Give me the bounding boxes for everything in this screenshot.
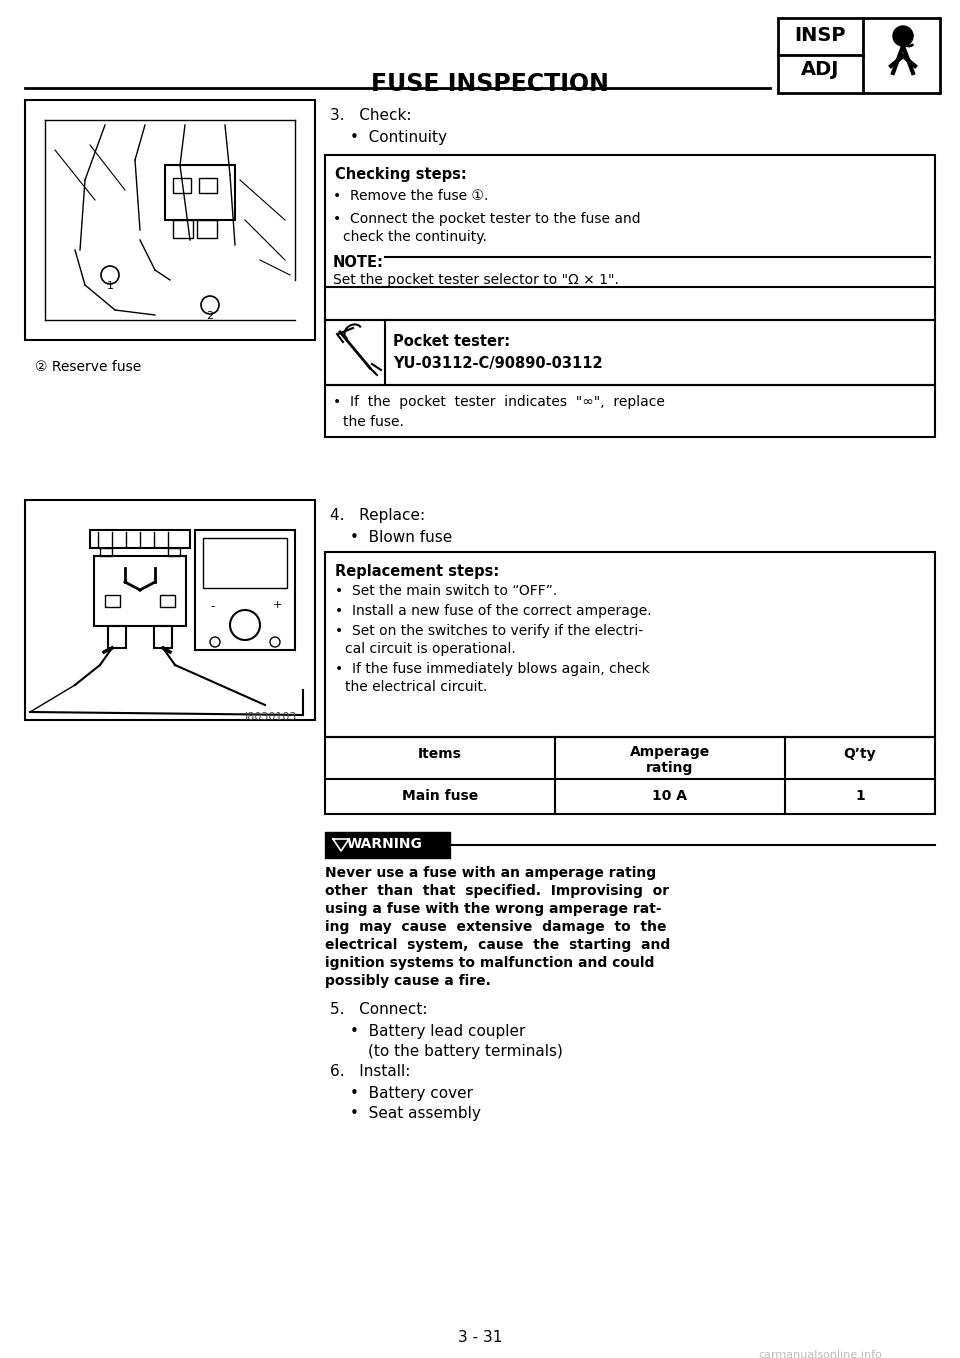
Text: •  Connect the pocket tester to the fuse and: • Connect the pocket tester to the fuse … <box>333 212 640 225</box>
Text: Checking steps:: Checking steps: <box>335 167 467 182</box>
Text: •  Set on the switches to verify if the electri-: • Set on the switches to verify if the e… <box>335 623 643 638</box>
Text: 5.   Connect:: 5. Connect: <box>330 1002 427 1017</box>
Bar <box>100 549 112 555</box>
Text: Amperage: Amperage <box>630 746 710 759</box>
Text: the electrical circuit.: the electrical circuit. <box>345 680 488 694</box>
Text: 1: 1 <box>107 281 113 291</box>
Bar <box>25 100 315 340</box>
Text: other  than  that  specified.  Improvising  or: other than that specified. Improvising o… <box>325 884 669 898</box>
Text: Q’ty: Q’ty <box>844 747 876 760</box>
Text: 6.   Install:: 6. Install: <box>330 1065 410 1080</box>
Bar <box>325 737 935 813</box>
Text: ing  may  cause  extensive  damage  to  the: ing may cause extensive damage to the <box>325 919 666 934</box>
Bar <box>325 551 935 737</box>
Bar <box>197 220 217 238</box>
Text: •  If the fuse immediately blows again, check: • If the fuse immediately blows again, c… <box>335 661 650 676</box>
Text: 3 - 31: 3 - 31 <box>458 1329 502 1344</box>
Text: •  Battery cover: • Battery cover <box>350 1086 473 1101</box>
Text: ADJ: ADJ <box>801 60 839 79</box>
Text: FUSE INSPECTION: FUSE INSPECTION <box>372 72 609 96</box>
Text: ignition systems to malfunction and could: ignition systems to malfunction and coul… <box>325 956 655 970</box>
Text: electrical  system,  cause  the  starting  and: electrical system, cause the starting an… <box>325 938 670 952</box>
Text: 10 A: 10 A <box>653 789 687 803</box>
Text: INSP: INSP <box>794 26 846 45</box>
Bar <box>105 595 120 607</box>
Text: ② Reserve fuse: ② Reserve fuse <box>35 360 141 373</box>
Bar <box>325 320 935 386</box>
Bar <box>25 500 315 720</box>
Text: •  Battery lead coupler: • Battery lead coupler <box>350 1024 525 1039</box>
Bar <box>165 166 235 220</box>
Bar <box>325 155 935 320</box>
Text: 2: 2 <box>206 311 213 320</box>
Text: Never use a fuse with an amperage rating: Never use a fuse with an amperage rating <box>325 866 656 880</box>
Bar <box>108 626 126 648</box>
Bar <box>94 555 186 626</box>
Text: Replacement steps:: Replacement steps: <box>335 564 499 579</box>
Bar <box>160 595 175 607</box>
Text: YU-03112-C/90890-03112: YU-03112-C/90890-03112 <box>393 356 603 371</box>
Bar <box>173 178 191 193</box>
Text: 4.   Replace:: 4. Replace: <box>330 508 425 523</box>
Bar <box>195 530 295 650</box>
Text: rating: rating <box>646 760 694 775</box>
Text: •  Install a new fuse of the correct amperage.: • Install a new fuse of the correct ampe… <box>335 604 652 618</box>
Text: •  Continuity: • Continuity <box>350 130 447 145</box>
Bar <box>325 386 935 437</box>
Text: using a fuse with the wrong amperage rat-: using a fuse with the wrong amperage rat… <box>325 902 661 917</box>
Text: Main fuse: Main fuse <box>402 789 478 803</box>
Text: NOTE:: NOTE: <box>333 255 384 270</box>
Bar <box>778 18 940 92</box>
Bar <box>173 220 193 238</box>
Bar <box>168 549 180 555</box>
Text: •  Remove the fuse ①.: • Remove the fuse ①. <box>333 189 489 202</box>
Text: +: + <box>273 600 282 610</box>
Text: (to the battery terminals): (to the battery terminals) <box>368 1044 563 1059</box>
Text: possibly cause a fire.: possibly cause a fire. <box>325 974 491 989</box>
Text: check the continuity.: check the continuity. <box>343 230 487 244</box>
Text: Items: Items <box>418 747 462 760</box>
Text: •  Seat assembly: • Seat assembly <box>350 1105 481 1120</box>
Text: the fuse.: the fuse. <box>343 416 404 429</box>
Text: 3.   Check:: 3. Check: <box>330 109 412 124</box>
Text: •  Blown fuse: • Blown fuse <box>350 530 452 545</box>
Text: Pocket tester:: Pocket tester: <box>393 334 510 349</box>
Bar <box>90 530 190 549</box>
Text: cal circuit is operational.: cal circuit is operational. <box>345 642 516 656</box>
Text: •  If  the  pocket  tester  indicates  "∞",  replace: • If the pocket tester indicates "∞", re… <box>333 395 665 409</box>
Text: •  Set the main switch to “OFF”.: • Set the main switch to “OFF”. <box>335 584 557 598</box>
Text: -: - <box>210 600 214 612</box>
Text: Set the pocket tester selector to "Ω × 1".: Set the pocket tester selector to "Ω × 1… <box>333 273 619 287</box>
Text: 1: 1 <box>855 789 865 803</box>
Bar <box>154 626 172 648</box>
Bar <box>325 832 450 858</box>
Bar <box>199 178 217 193</box>
Text: WARNING: WARNING <box>347 837 422 851</box>
Circle shape <box>893 26 913 46</box>
Text: carmanualsonline.info: carmanualsonline.info <box>758 1350 882 1358</box>
Text: I8030103: I8030103 <box>245 712 298 722</box>
Bar <box>203 538 287 588</box>
